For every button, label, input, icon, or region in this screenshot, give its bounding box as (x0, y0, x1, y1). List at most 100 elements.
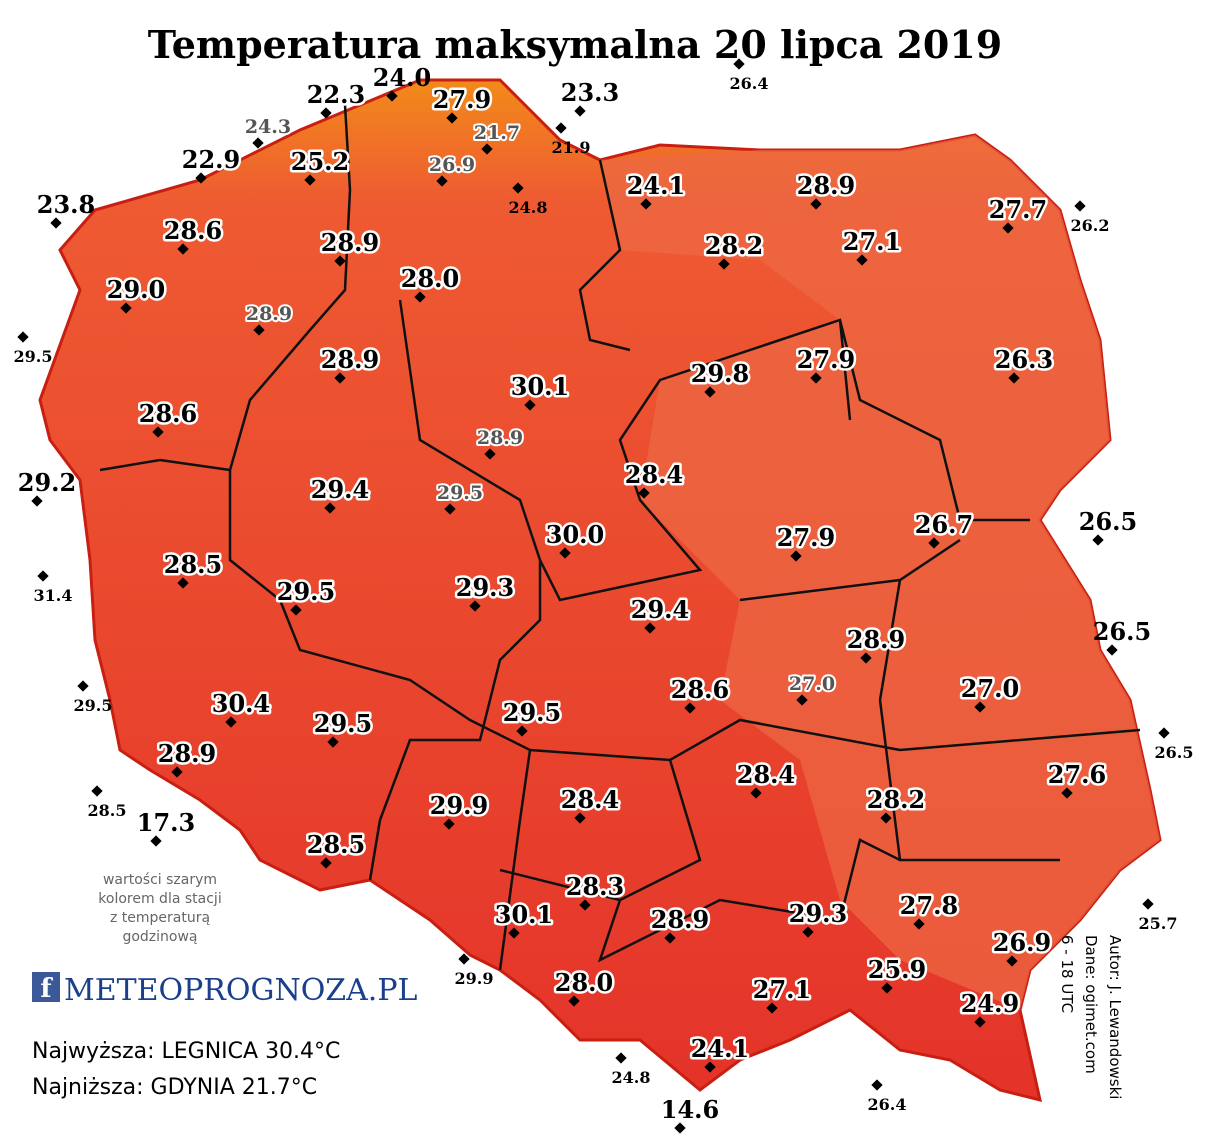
station-value: 28.2 (705, 231, 763, 260)
station-value: 22.3 (307, 80, 365, 109)
note-line: wartości szarym (103, 872, 217, 888)
station-marker (484, 448, 496, 460)
station-value: 17.3 (137, 808, 195, 837)
station-value: 29.9 (430, 791, 488, 820)
credits: Autor: J. Lewandowski Dane: ogimet.com 6 -… (1058, 935, 1124, 1099)
lowest: Najniższa: GDYNIA 21.7°C (32, 1075, 317, 1100)
station-value: 27.9 (433, 85, 491, 114)
station-value: 28.9 (158, 739, 216, 768)
station-value: 26.3 (995, 345, 1053, 374)
credit-line: Autor: J. Lewandowski (1106, 935, 1124, 1099)
station-value: 24.8 (509, 198, 548, 217)
station-marker (516, 725, 528, 737)
station-value: 29.5 (503, 698, 561, 727)
station-marker (574, 105, 586, 117)
station-marker (414, 291, 426, 303)
note-line: z temperaturą (110, 910, 210, 926)
note: wartości szarym kolorem dla stacji z tempe… (98, 872, 221, 945)
station-marker (644, 622, 656, 634)
station-marker (559, 547, 571, 559)
borders (99, 104, 1141, 971)
station-marker (37, 570, 49, 582)
station-value: 28.9 (246, 303, 292, 325)
station-marker (1158, 727, 1170, 739)
station-value: 23.8 (37, 190, 95, 219)
station-value: 24.1 (627, 171, 685, 200)
station-marker (684, 702, 696, 714)
logo: METEOPROGNOZA.PL (64, 973, 418, 1008)
station-marker (810, 198, 822, 210)
station-value: 28.4 (561, 785, 619, 814)
station-marker (796, 694, 808, 706)
station-marker (1008, 372, 1020, 384)
credit-line: Dane: ogimet.com (1082, 935, 1100, 1074)
station-value: 28.9 (651, 905, 709, 934)
station-marker (615, 1052, 627, 1064)
station-marker (810, 372, 822, 384)
station-value: 26.5 (1079, 507, 1137, 536)
station-value: 30.1 (511, 372, 569, 401)
station-marker (704, 1061, 716, 1073)
station-marker (150, 835, 162, 847)
station-value: 29.8 (691, 359, 749, 388)
station-marker (1106, 644, 1118, 656)
credit-line: 6 - 18 UTC (1058, 935, 1076, 1013)
station-marker (1002, 222, 1014, 234)
station-marker (304, 174, 316, 186)
station-value: 29.9 (455, 969, 494, 988)
station-value: 28.9 (477, 427, 523, 449)
station-value: 25.2 (291, 147, 349, 176)
station-marker (1074, 200, 1086, 212)
station-marker (334, 372, 346, 384)
station-value: 23.3 (561, 78, 619, 107)
station-marker (436, 175, 448, 187)
station-value: 28.4 (625, 460, 683, 489)
station-marker (574, 812, 586, 824)
station-marker (579, 899, 591, 911)
station-marker (327, 736, 339, 748)
station-value: 26.5 (1093, 617, 1151, 646)
station-marker (913, 918, 925, 930)
station-value: 28.5 (164, 550, 222, 579)
station-marker (481, 143, 493, 155)
station-value: 29.4 (311, 475, 369, 504)
station-marker (17, 331, 29, 343)
station-marker (974, 701, 986, 713)
station-marker (871, 1079, 883, 1091)
station-value: 29.5 (74, 696, 113, 715)
station-value: 26.5 (1155, 743, 1194, 762)
station-marker (880, 812, 892, 824)
station-marker (674, 1122, 686, 1134)
station-marker (856, 254, 868, 266)
station-value: 28.2 (867, 785, 925, 814)
station-marker (704, 386, 716, 398)
station-value: 27.1 (843, 227, 901, 256)
station-value: 29.5 (437, 482, 483, 504)
highest: Najwyższa: LEGNICA 30.4°C (32, 1039, 340, 1064)
station-value: 25.7 (1139, 914, 1178, 933)
stations: 22.324.027.9 23.3 26.424.3 21.721.926.922.9… (14, 58, 1194, 1134)
station-marker (195, 172, 207, 184)
station-value: 28.9 (321, 228, 379, 257)
station-marker (320, 857, 332, 869)
station-value: 24.9 (961, 989, 1019, 1018)
station-value: 28.4 (737, 760, 795, 789)
station-value: 28.0 (401, 264, 459, 293)
station-value: 27.8 (900, 891, 958, 920)
station-value: 28.5 (307, 830, 365, 859)
facebook-icon (32, 972, 60, 1002)
station-marker (77, 680, 89, 692)
facebook-f: f (40, 974, 53, 1004)
station-value: 30.1 (495, 900, 553, 929)
station-marker (253, 324, 265, 336)
station-marker (512, 182, 524, 194)
station-marker (334, 255, 346, 267)
station-marker (508, 927, 520, 939)
station-value: 28.3 (566, 872, 624, 901)
station-marker (444, 503, 456, 515)
station-value: 27.9 (797, 345, 855, 374)
station-value: 26.4 (868, 1095, 907, 1114)
station-value: 29.3 (456, 573, 514, 602)
station-value: 29.5 (314, 709, 372, 738)
map-title: Temperatura maksymalna 20 lipca 2019 (148, 22, 1002, 67)
